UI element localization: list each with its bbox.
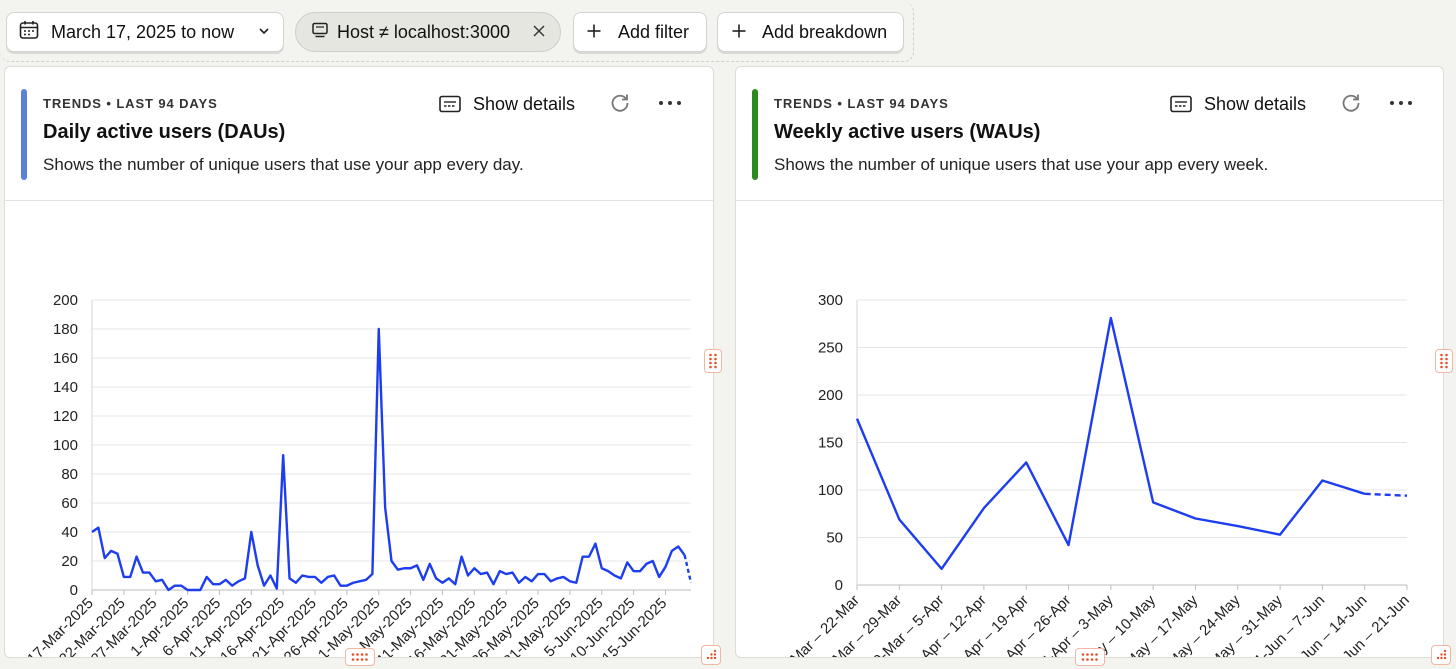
add-filter-button[interactable]: Add filter: [573, 12, 707, 52]
y-tick-label: 180: [53, 321, 78, 338]
plus-icon: [732, 22, 746, 43]
plus-icon: [587, 22, 601, 43]
filter-bar: [0, 2, 914, 62]
card-description: Shows the number of unique users that us…: [43, 155, 524, 174]
more-icon[interactable]: [1387, 91, 1417, 115]
y-tick-label: 40: [61, 524, 78, 541]
wau-series-tail: [1364, 492, 1408, 497]
card-title[interactable]: Weekly active users (WAUs): [774, 121, 1041, 143]
date-range-button[interactable]: March 17, 2025 to now: [6, 12, 284, 52]
y-tick-label: 150: [818, 435, 843, 452]
y-tick-label: 100: [53, 437, 78, 454]
y-tick-label: 300: [818, 292, 843, 309]
resize-handle-bottom[interactable]: [1075, 648, 1105, 666]
card-accent-bar: [21, 89, 27, 180]
resize-handle-corner[interactable]: [701, 645, 721, 665]
y-tick-label: 100: [818, 482, 843, 499]
calendar-icon: [19, 20, 39, 45]
show-details-button[interactable]: Show details: [1170, 91, 1306, 117]
card-accent-bar: [752, 89, 758, 180]
y-tick-label: 140: [53, 379, 78, 396]
card-kicker: TRENDS • LAST 94 DAYS: [43, 96, 218, 111]
refresh-icon[interactable]: [1339, 91, 1363, 115]
y-tick-label: 20: [61, 553, 78, 570]
y-tick-label: 0: [835, 577, 843, 594]
card-title[interactable]: Daily active users (DAUs): [43, 121, 286, 143]
dau-series-line: [91, 327, 686, 592]
more-icon[interactable]: [656, 91, 686, 115]
refresh-icon[interactable]: [608, 91, 632, 115]
card-header: TRENDS • LAST 94 DAYS Daily active users…: [5, 67, 713, 201]
add-filter-label: Add filter: [618, 21, 690, 42]
close-icon[interactable]: [532, 22, 546, 43]
monitor-icon: [311, 21, 329, 44]
y-tick-label: 200: [53, 292, 78, 309]
card-kicker: TRENDS • LAST 94 DAYS: [774, 96, 949, 111]
show-details-label: Show details: [1204, 93, 1307, 114]
wau-insight-card: TRENDS • LAST 94 DAYS Weekly active user…: [735, 66, 1444, 658]
y-tick-label: 160: [53, 350, 78, 367]
chevron-down-icon: [257, 22, 271, 43]
y-tick-label: 60: [61, 495, 78, 512]
y-tick-label: 200: [818, 387, 843, 404]
resize-handle-right[interactable]: [1435, 349, 1453, 373]
add-breakdown-button[interactable]: Add breakdown: [717, 12, 904, 52]
y-tick-label: 50: [826, 530, 843, 547]
y-tick-label: 0: [70, 582, 78, 599]
host-filter-chip[interactable]: Host ≠ localhost:3000: [295, 12, 561, 52]
y-tick-label: 120: [53, 408, 78, 425]
card-details-icon: [439, 95, 461, 113]
y-tick-label: 80: [61, 466, 78, 483]
dau-series-tail: [683, 554, 693, 584]
card-details-icon: [1170, 95, 1192, 113]
wau-series-line: [855, 316, 1366, 571]
show-details-label: Show details: [473, 93, 576, 114]
y-tick-label: 250: [818, 340, 843, 357]
resize-handle-corner[interactable]: [1431, 645, 1451, 665]
card-description: Shows the number of unique users that us…: [774, 155, 1269, 174]
card-header: TRENDS • LAST 94 DAYS Weekly active user…: [736, 67, 1443, 201]
add-breakdown-label: Add breakdown: [762, 21, 888, 42]
show-details-button[interactable]: Show details: [439, 91, 575, 117]
date-range-label: March 17, 2025 to now: [51, 21, 235, 42]
resize-handle-bottom[interactable]: [345, 648, 375, 666]
resize-handle-right[interactable]: [704, 349, 722, 373]
dau-insight-card: TRENDS • LAST 94 DAYS Daily active users…: [4, 66, 714, 658]
dau-line-chart: 02040608010012014016018020017-Mar-202522…: [24, 292, 693, 657]
host-filter-label: Host ≠ localhost:3000: [337, 21, 510, 42]
